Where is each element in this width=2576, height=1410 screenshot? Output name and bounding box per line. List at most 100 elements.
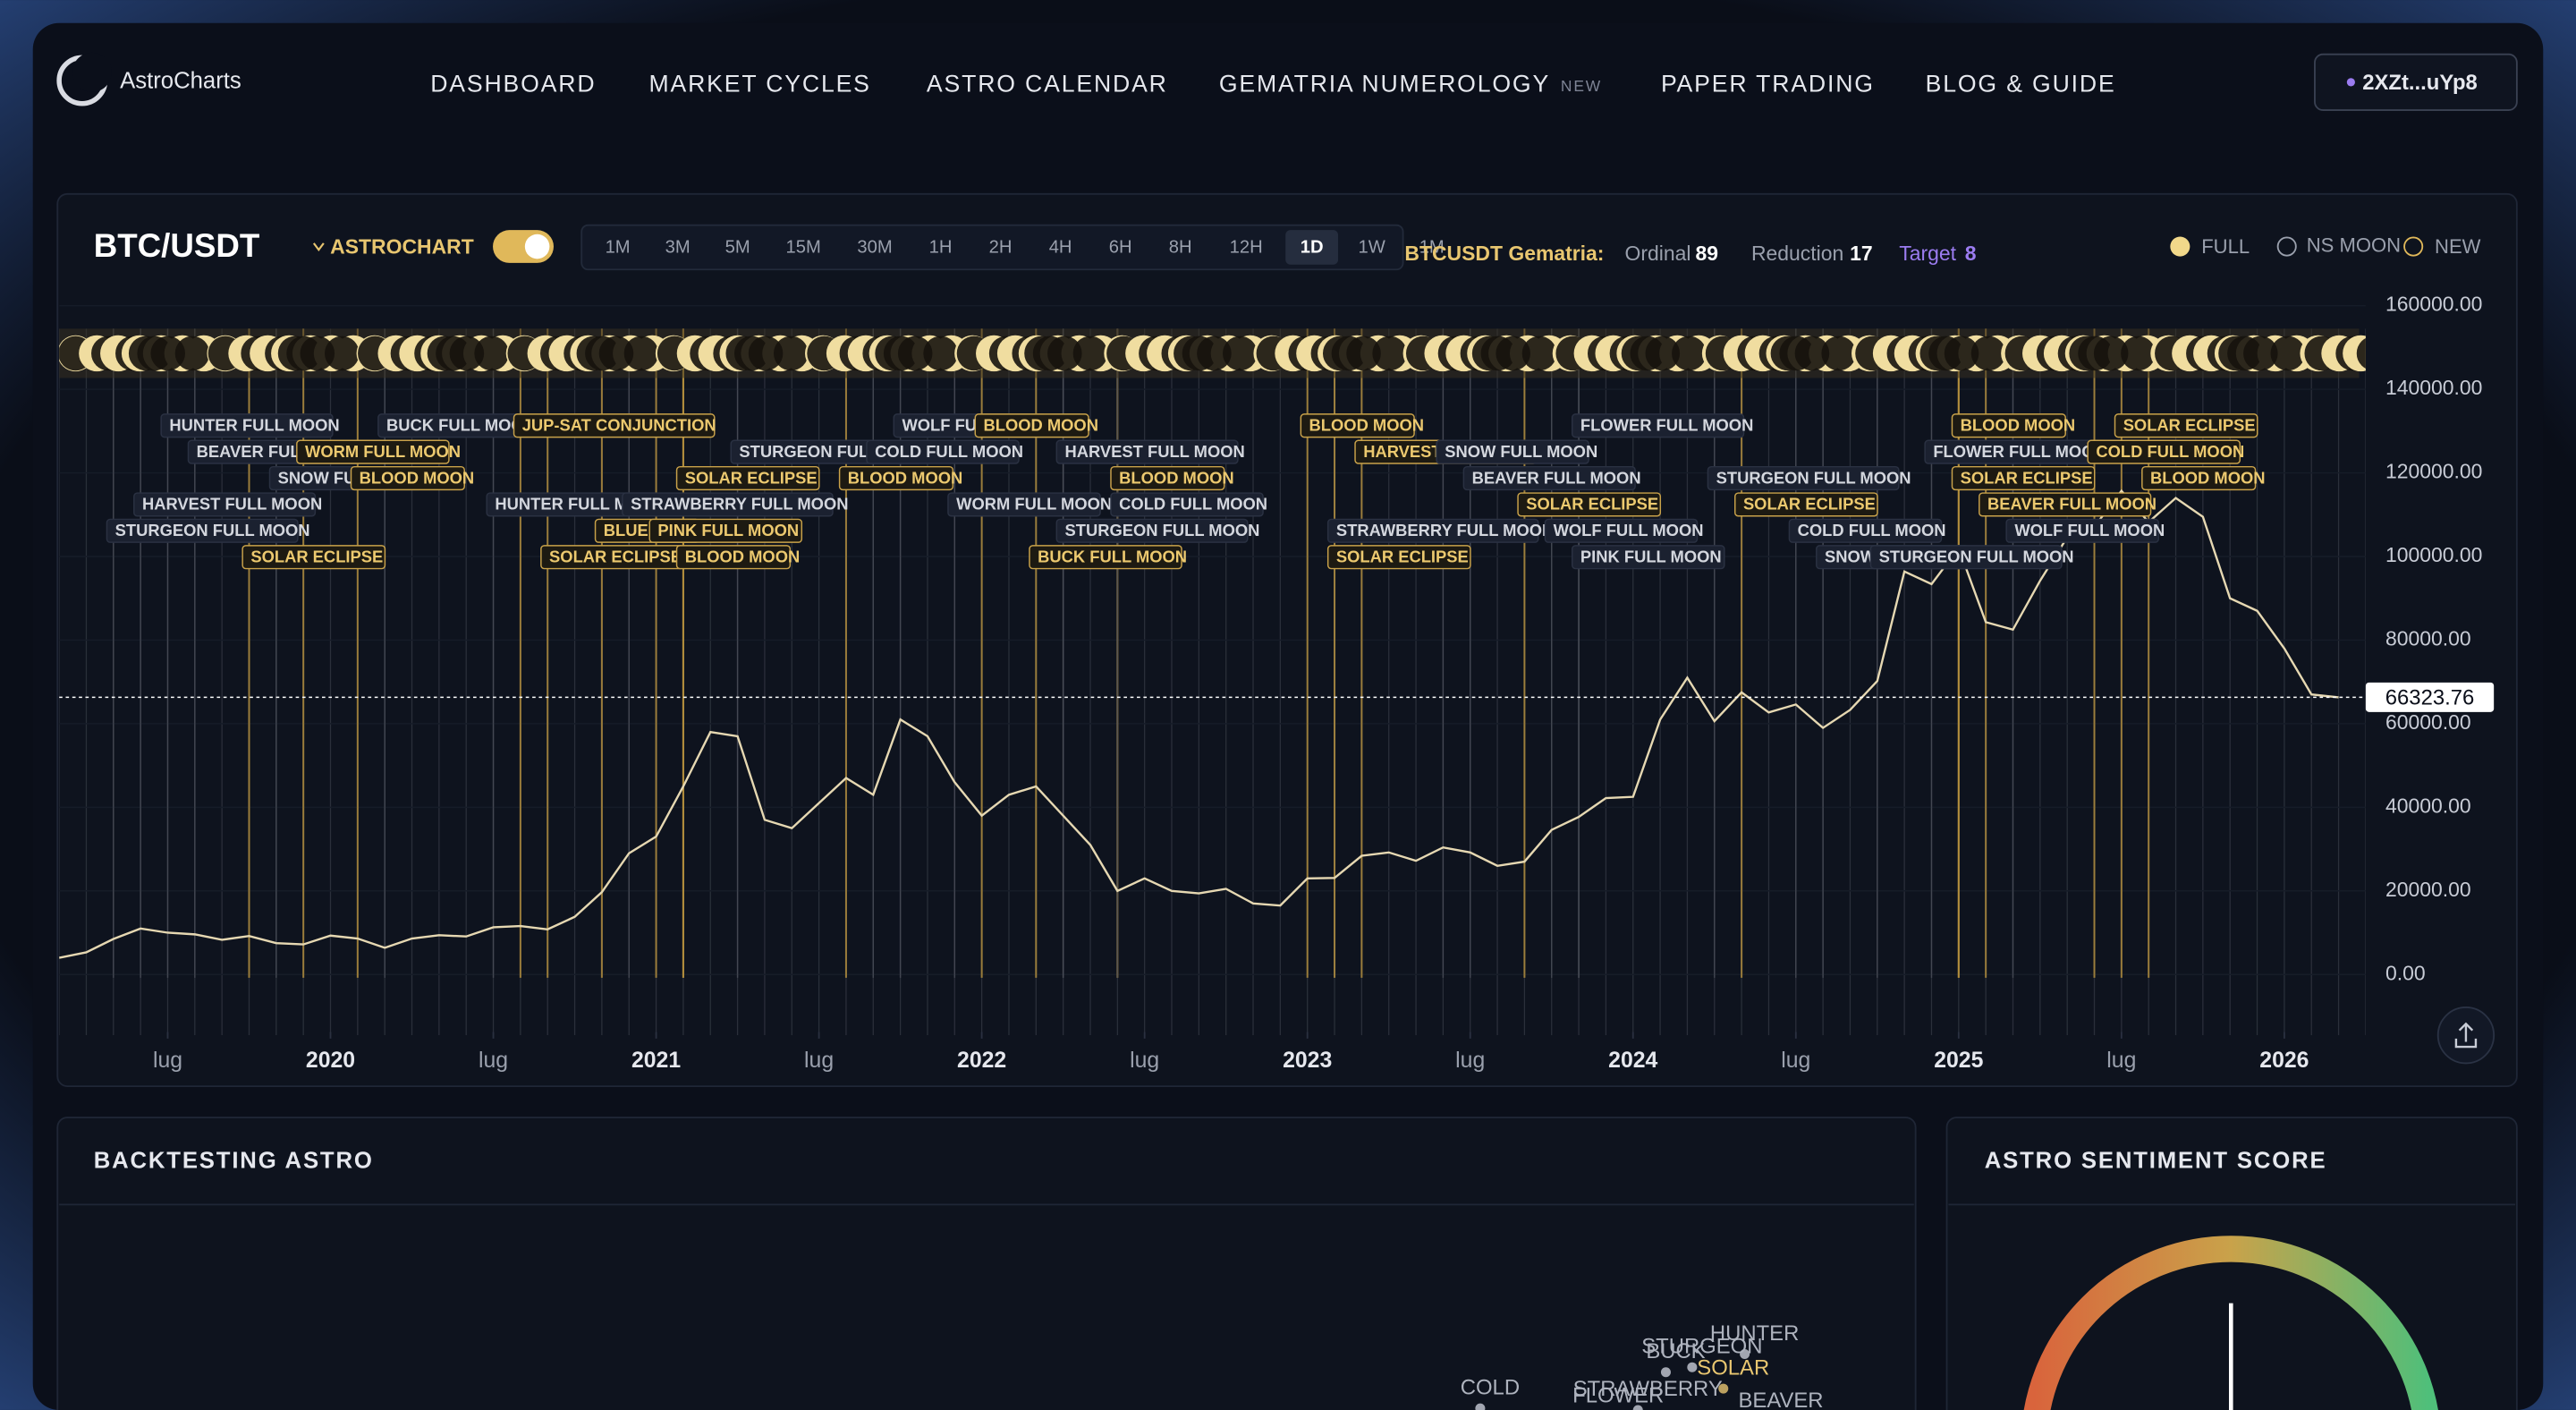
x-tick-label: lug — [153, 1049, 182, 1073]
x-tick-label: 2025 — [1934, 1049, 1983, 1073]
timeframe-button[interactable]: 12H — [1230, 238, 1263, 258]
event-label: SOLAR ECLIPSE — [1743, 495, 1876, 514]
sentiment-panel — [1945, 1117, 2518, 1410]
nav-item[interactable]: MARKET CYCLES — [649, 71, 871, 98]
backtest-dot — [1475, 1403, 1486, 1410]
timeframe-button[interactable]: 3M — [665, 238, 691, 258]
event-label-box — [622, 492, 834, 517]
legend-full[interactable]: FULL — [2201, 235, 2250, 258]
timeframe-button[interactable]: 5M — [725, 238, 750, 258]
toggle-knob — [524, 234, 550, 259]
moon-shadow — [2356, 337, 2366, 369]
timeframe-button[interactable]: 1H — [929, 238, 953, 258]
x-tick-label: 2022 — [957, 1049, 1006, 1073]
event-label: PINK FULL MOON — [1580, 547, 1722, 565]
gematria-label: BTCUSDT Gematria: — [1404, 242, 1604, 265]
event-label-box — [296, 439, 450, 464]
timeframe-button[interactable]: 2H — [989, 238, 1013, 258]
event-label-box — [1707, 465, 1900, 491]
y-tick-label: 140000.00 — [2385, 376, 2482, 399]
event-label: BLOOD MOON — [1119, 468, 1234, 487]
panel-title: BACKTESTING ASTRO — [94, 1148, 374, 1173]
timeframe-button[interactable]: 1W — [1359, 238, 1385, 258]
event-label-box — [1951, 413, 2066, 438]
timeframe-active — [1285, 230, 1339, 265]
x-tick-label: lug — [804, 1049, 834, 1073]
moon-shadow — [2243, 336, 2278, 371]
nav-item[interactable]: DASHBOARD — [430, 71, 596, 98]
wallet-address[interactable]: 2XZt...uYp8 — [2362, 71, 2478, 95]
y-tick-label: 160000.00 — [2385, 293, 2482, 316]
event-label: WORM FULL MOON — [305, 442, 461, 461]
wallet-button[interactable] — [2314, 53, 2518, 112]
y-tick-label: 100000.00 — [2385, 543, 2482, 566]
event-label: SOLAR ECLIPSE — [685, 468, 818, 487]
backtest-label: STRAWBERRY — [1573, 1377, 1723, 1401]
x-tick-label: 2023 — [1283, 1049, 1332, 1073]
event-label: JUP-SAT CONJUNCTION — [522, 416, 716, 435]
moon-shadow — [1496, 336, 1530, 371]
event-label-box — [1571, 545, 1725, 570]
symbol[interactable]: BTC/USDT — [94, 227, 260, 264]
timeframe-bar — [580, 224, 1404, 271]
event-label-box — [2005, 518, 2159, 543]
mode-label[interactable]: ASTROCHART — [330, 234, 474, 258]
timeframe-button[interactable]: 1M — [1419, 238, 1445, 258]
nav-item[interactable]: BLOG & GUIDE — [1926, 71, 2116, 98]
nav-item[interactable]: GEMATRIA NUMEROLOGY — [1219, 71, 1550, 98]
backtest-label: BEAVER — [1739, 1389, 1824, 1410]
event-label-box — [1734, 492, 1878, 517]
event-label-box — [1110, 492, 1264, 517]
timeframe-button[interactable]: 1M — [606, 238, 631, 258]
logo[interactable]: AstroCharts — [120, 69, 242, 94]
moon-shadow — [150, 336, 186, 371]
nav-item[interactable]: ASTRO CALENDAR — [927, 71, 1168, 98]
moon-shadow — [1346, 336, 1381, 371]
event-label: HUNTER FULL MOON — [169, 416, 339, 435]
x-tick-label: 2024 — [1608, 1049, 1657, 1073]
timeframe-button[interactable]: 8H — [1169, 238, 1192, 258]
timeframe-button[interactable]: 6H — [1109, 238, 1132, 258]
event-label-box — [947, 492, 1101, 517]
reduction-label: Reduction — [1751, 242, 1843, 265]
backtest-label: SOLAR — [1697, 1355, 1769, 1380]
legend-ns[interactable]: NS MOON — [2307, 234, 2401, 256]
timeframe-button[interactable]: 4H — [1049, 238, 1072, 258]
x-tick-label: lug — [1781, 1049, 1810, 1073]
event-label: WOLF FULL MOON — [1554, 521, 1704, 539]
event-label-box — [1300, 413, 1415, 438]
event-label: FLOWER FULL MOON — [1933, 442, 2106, 461]
moon-shadow — [2121, 336, 2156, 371]
y-tick-label: 40000.00 — [2385, 794, 2471, 817]
nav-item[interactable]: PAPER TRADING — [1661, 71, 1875, 98]
event-label: BEAVER FULL MOON — [1472, 468, 1641, 487]
event-label-box — [675, 465, 820, 491]
event-label-box — [1055, 518, 1249, 543]
event-label-box — [2087, 439, 2241, 464]
event-label-box — [838, 465, 954, 491]
event-label: COLD FULL MOON — [875, 442, 1023, 461]
axes: 0.00 20000.00 40000.00 60000.00 80000.00 1000… — [153, 293, 2495, 1073]
event-label-box — [1951, 465, 2096, 491]
event-label-box — [648, 518, 803, 543]
event-label: SOLAR ECLIPSE — [1526, 495, 1658, 514]
legend-full-icon[interactable] — [2170, 236, 2190, 257]
dropdown-caret[interactable] — [312, 242, 325, 252]
event-label: HARVEST FULL MOON — [1064, 442, 1244, 461]
backtest-label: BUCK — [1646, 1339, 1705, 1363]
timeframe-button[interactable]: 1D — [1301, 238, 1324, 258]
timeframe-button[interactable]: 30M — [857, 238, 892, 258]
moon-shadow — [748, 336, 784, 371]
event-label-box — [675, 545, 792, 570]
event-label: BLOOD MOON — [848, 468, 963, 487]
legend-new-icon[interactable] — [2403, 236, 2424, 257]
moon-shadow — [300, 336, 335, 371]
plot-area: HUNTER FULL MOON BEAVER FULL MOON SNOW FUL… — [59, 304, 2366, 1036]
event-label: BLOOD MOON — [1961, 416, 2076, 435]
timeframe-button[interactable]: 15M — [786, 238, 821, 258]
legend-ns-icon[interactable] — [2276, 236, 2297, 257]
event-label: BUCK FULL MOON — [1038, 547, 1187, 565]
moon-shadow — [1944, 336, 1979, 371]
moon-shadow — [1521, 336, 1557, 371]
legend-new[interactable]: NEW — [2435, 235, 2481, 258]
